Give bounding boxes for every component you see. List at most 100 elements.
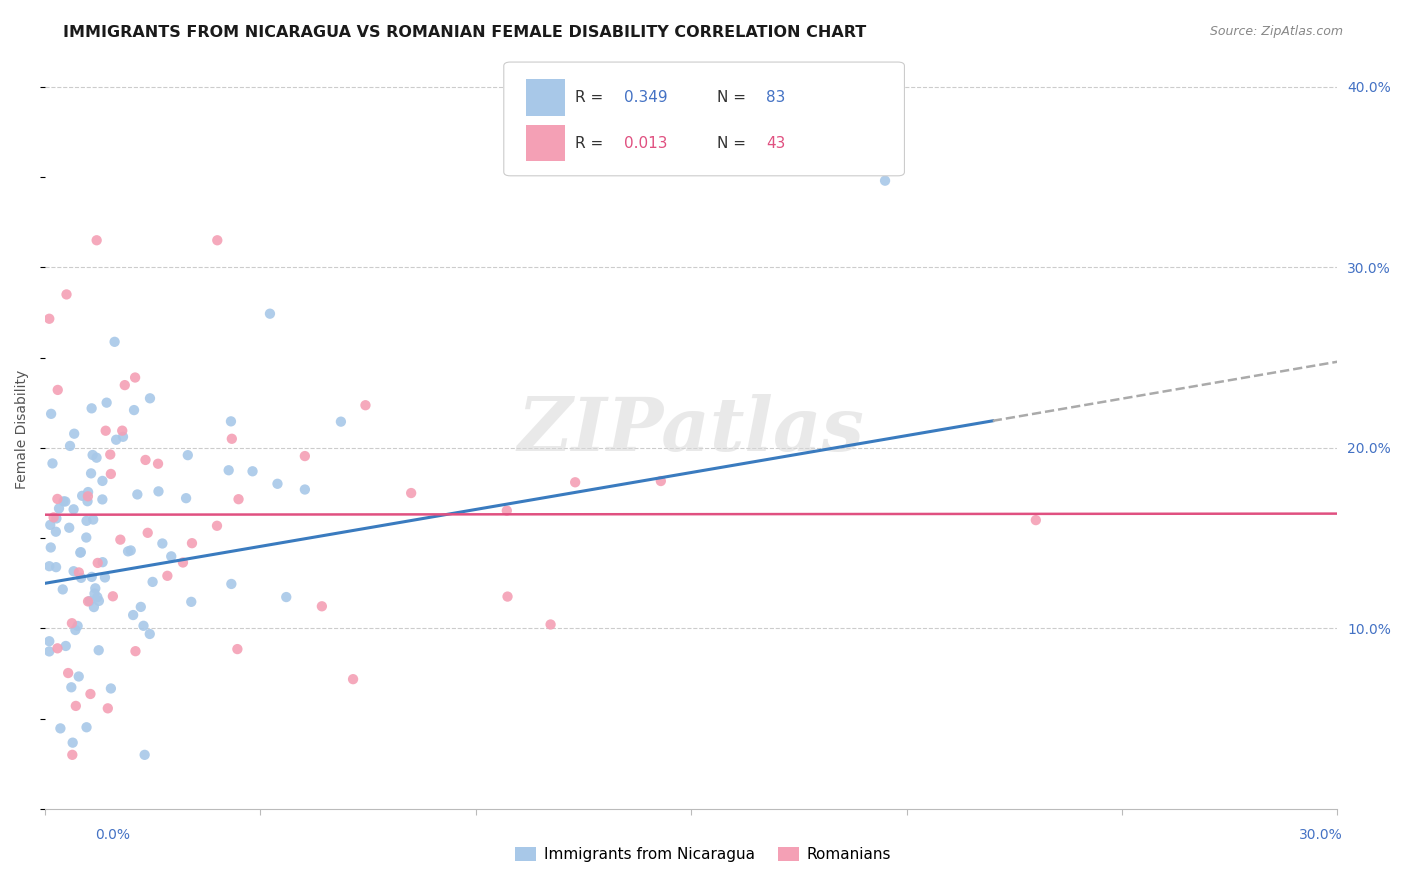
Point	[80, 570, 103, 584]
Point	[221, 577, 243, 591]
Point	[122, 403, 145, 417]
Point	[83, 600, 105, 615]
Point	[86, 450, 108, 465]
Point	[94, 424, 117, 438]
Point	[38, 559, 60, 574]
Point	[39, 541, 62, 555]
Point	[56, 666, 79, 681]
Point	[181, 536, 204, 550]
Point	[160, 549, 183, 564]
Point	[294, 483, 316, 497]
Point	[110, 533, 132, 547]
Point	[86, 590, 108, 604]
Point	[52, 582, 75, 597]
Text: Source: ZipAtlas.com: Source: ZipAtlas.com	[1209, 25, 1343, 38]
Y-axis label: Female Disability: Female Disability	[15, 370, 30, 490]
Point	[132, 619, 155, 633]
Point	[564, 475, 586, 490]
Point	[91, 555, 114, 569]
Legend: Immigrants from Nicaragua, Romanians: Immigrants from Nicaragua, Romanians	[509, 841, 897, 868]
Point	[86, 233, 108, 247]
Point	[226, 642, 249, 657]
Point	[39, 407, 62, 421]
Point	[60, 680, 83, 694]
Point	[101, 589, 124, 603]
Point	[97, 701, 120, 715]
Point	[84, 582, 107, 596]
Point	[87, 643, 110, 657]
Point	[76, 720, 98, 734]
Point	[134, 747, 156, 762]
Point	[70, 571, 93, 585]
Point	[117, 544, 139, 558]
Point	[82, 512, 104, 526]
Point	[146, 457, 169, 471]
Point	[142, 574, 165, 589]
Point	[67, 669, 90, 683]
Point	[55, 639, 77, 653]
Point	[83, 586, 105, 600]
Point	[87, 556, 110, 570]
Point	[75, 531, 97, 545]
Point	[294, 449, 316, 463]
Point	[311, 599, 333, 614]
Point	[127, 487, 149, 501]
Point	[66, 619, 89, 633]
Text: 0.0%: 0.0%	[96, 828, 131, 842]
Point	[63, 426, 86, 441]
Point	[87, 594, 110, 608]
Point	[46, 491, 69, 506]
Point	[172, 556, 194, 570]
Point	[354, 398, 377, 412]
Text: ZIPatlas: ZIPatlas	[517, 393, 865, 467]
Point	[80, 401, 103, 416]
Point	[65, 623, 87, 637]
Text: 0.349: 0.349	[624, 90, 668, 105]
Point	[122, 608, 145, 623]
Point	[177, 448, 200, 462]
Point	[540, 617, 562, 632]
FancyBboxPatch shape	[526, 125, 565, 161]
Point	[148, 484, 170, 499]
Point	[105, 433, 128, 447]
Point	[82, 448, 104, 462]
Point	[38, 644, 60, 658]
FancyBboxPatch shape	[503, 62, 904, 176]
Point	[41, 457, 63, 471]
Text: IMMIGRANTS FROM NICARAGUA VS ROMANIAN FEMALE DISABILITY CORRELATION CHART: IMMIGRANTS FROM NICARAGUA VS ROMANIAN FE…	[63, 25, 866, 40]
Point	[91, 492, 114, 507]
Point	[91, 474, 114, 488]
Point	[46, 641, 69, 656]
Point	[45, 524, 67, 539]
Point	[49, 722, 72, 736]
Point	[39, 517, 62, 532]
Text: 0.013: 0.013	[624, 136, 668, 151]
Point	[342, 672, 364, 686]
Point	[38, 634, 60, 648]
Point	[104, 334, 127, 349]
Point	[218, 463, 240, 477]
Point	[38, 311, 60, 326]
Point	[46, 383, 69, 397]
Point	[156, 569, 179, 583]
Text: 43: 43	[766, 136, 786, 151]
Point	[219, 414, 242, 428]
Text: N =: N =	[717, 136, 751, 151]
Point	[94, 570, 117, 584]
Point	[69, 546, 91, 560]
Point	[136, 525, 159, 540]
Point	[120, 543, 142, 558]
Point	[59, 439, 82, 453]
Point	[242, 464, 264, 478]
Point	[205, 518, 228, 533]
Text: 83: 83	[766, 90, 786, 105]
Point	[129, 599, 152, 614]
Point	[150, 536, 173, 550]
Point	[60, 616, 83, 631]
Point	[139, 392, 162, 406]
Point	[100, 467, 122, 481]
Point	[67, 566, 90, 580]
Point	[329, 415, 352, 429]
Point	[134, 453, 156, 467]
Point	[55, 287, 77, 301]
